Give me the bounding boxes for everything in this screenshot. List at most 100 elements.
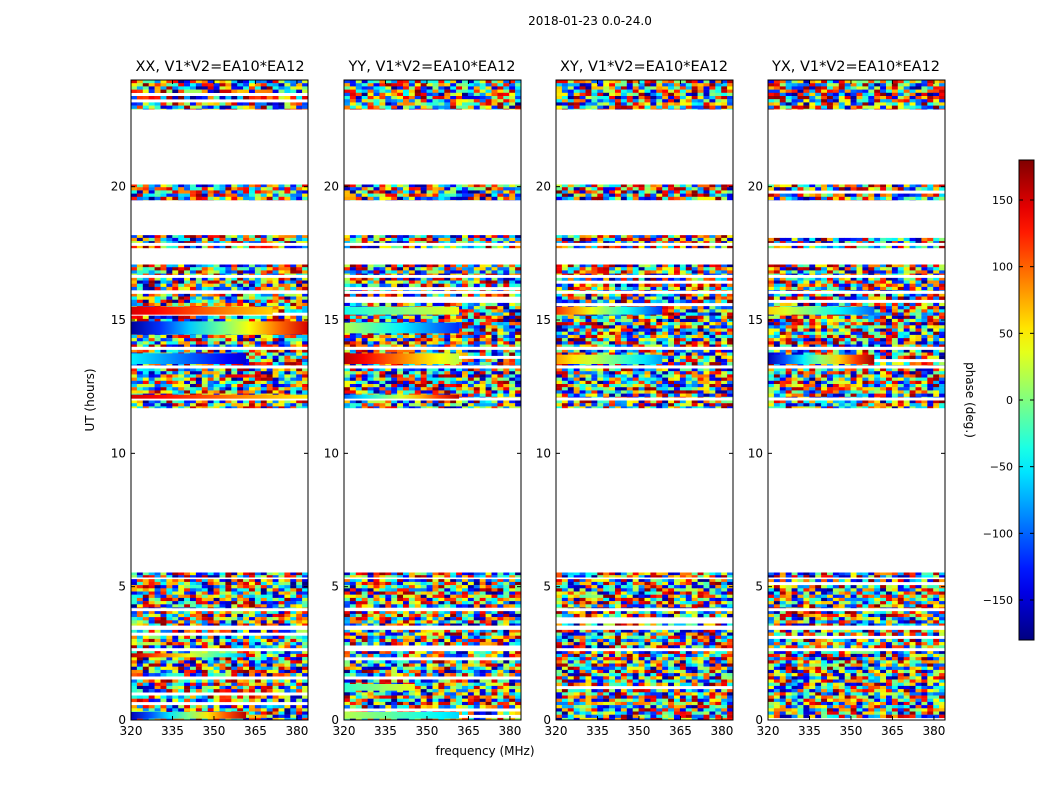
phase-cell (456, 673, 463, 677)
phase-cell (172, 610, 179, 615)
phase-cell (302, 610, 308, 615)
phase-cell (497, 384, 504, 388)
phase-cell (184, 663, 191, 667)
phase-cell (462, 594, 469, 599)
phase-cell (420, 368, 427, 372)
phase-cell (142, 581, 149, 586)
phase-cell (243, 638, 250, 643)
phase-cell (296, 267, 303, 271)
phase-cell (172, 400, 179, 404)
phase-cell (344, 368, 351, 372)
phase-cell (509, 705, 516, 709)
phase-cell (432, 689, 439, 693)
phase-cell (473, 623, 480, 626)
phase-cell (154, 400, 161, 404)
phase-cell (467, 393, 475, 397)
phase-cell (361, 390, 368, 394)
phase-cell (272, 390, 279, 394)
phase-cell (414, 705, 421, 709)
phase-cell (397, 368, 404, 372)
phase-cell (154, 705, 161, 709)
phase-cell (403, 620, 410, 624)
phase-cell (201, 679, 208, 683)
phase-cell (426, 601, 433, 605)
phase-cell (201, 642, 208, 646)
phase-cell (172, 607, 179, 609)
phase-cell (172, 645, 179, 649)
phase-cell (296, 390, 303, 394)
phase-cell (438, 689, 445, 693)
phase-cell (172, 184, 179, 188)
phase-cell (131, 601, 138, 605)
phase-cell (284, 695, 291, 699)
phase-cell (355, 701, 362, 706)
phase-cell (243, 184, 250, 188)
phase-cell (355, 679, 362, 683)
phase-cell (438, 635, 445, 640)
phase-cell (503, 689, 510, 693)
phase-cell (426, 717, 433, 720)
phase-cell (414, 717, 421, 720)
phase-cell (284, 193, 291, 197)
phase-cell (308, 390, 314, 393)
phase-cell (201, 344, 208, 347)
phase-cell (278, 578, 285, 583)
phase-cell (142, 604, 149, 608)
phase-cell (136, 601, 144, 605)
phase-cell (308, 384, 314, 387)
phase-cell (254, 280, 262, 284)
phase-cell (509, 638, 516, 643)
phase-cell (450, 642, 457, 646)
phase-cell (160, 341, 167, 345)
phase-cell (219, 610, 226, 615)
phase-cell (225, 695, 232, 699)
phase-cell (266, 645, 273, 649)
phase-cell (266, 318, 273, 323)
phase-cell (373, 701, 380, 706)
phase-cell (296, 650, 303, 655)
phase-cell (131, 371, 138, 375)
phase-cell (473, 705, 480, 709)
phase-cell (201, 635, 208, 640)
phase-cell (136, 717, 144, 720)
phase-cell (432, 390, 439, 394)
phase-cell (249, 585, 256, 589)
phase-cell (391, 387, 398, 391)
phase-cell (361, 591, 368, 595)
phase-cell (450, 685, 457, 690)
phase-cell (367, 689, 374, 693)
phase-cell (231, 341, 238, 345)
phase-cell (379, 406, 386, 409)
phase-cell (432, 623, 439, 626)
phase-cell (148, 591, 155, 595)
phase-cell (296, 663, 303, 667)
phase-cell (462, 623, 469, 626)
phase-cell (444, 685, 451, 690)
phase-cell (142, 645, 149, 649)
phase-cell (509, 387, 516, 391)
phase-cell (172, 689, 179, 693)
phase-cell (195, 669, 203, 674)
phase-cell (373, 380, 380, 385)
phase-cell (213, 685, 220, 690)
phase-cell (225, 406, 232, 409)
phase-cell (284, 358, 291, 363)
phase-cell (184, 187, 191, 191)
phase-cell (184, 695, 191, 699)
phase-cell (432, 572, 439, 576)
phase-cell (249, 623, 256, 626)
phase-cell (521, 585, 527, 588)
phase-cell (142, 717, 149, 720)
phase-cell (254, 403, 262, 407)
phase-cell (272, 604, 279, 608)
phase-cell (491, 617, 498, 621)
phase-cell (467, 380, 475, 385)
phase-cell (154, 196, 161, 201)
phase-cell (290, 293, 297, 297)
phase-cell (254, 299, 262, 304)
phase-cell (260, 105, 267, 109)
phase-cell (213, 89, 220, 93)
phase-cell (237, 338, 244, 342)
phase-cell (414, 377, 421, 381)
phase-cell (403, 377, 410, 381)
